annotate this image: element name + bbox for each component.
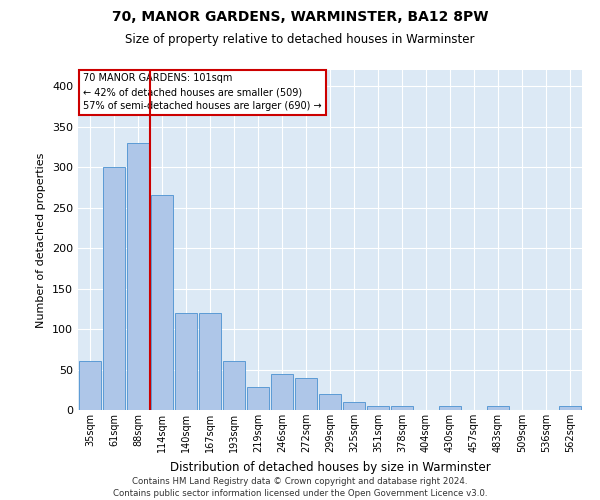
Text: 70, MANOR GARDENS, WARMINSTER, BA12 8PW: 70, MANOR GARDENS, WARMINSTER, BA12 8PW: [112, 10, 488, 24]
Text: Contains HM Land Registry data © Crown copyright and database right 2024.
Contai: Contains HM Land Registry data © Crown c…: [113, 476, 487, 498]
Bar: [79, 362, 101, 410]
Bar: [559, 406, 581, 410]
Text: 70 MANOR GARDENS: 101sqm
← 42% of detached houses are smaller (509)
57% of semi-: 70 MANOR GARDENS: 101sqm ← 42% of detach…: [83, 74, 322, 112]
Y-axis label: Number of detached properties: Number of detached properties: [37, 152, 46, 328]
Bar: [271, 374, 293, 410]
Bar: [367, 406, 389, 410]
Bar: [391, 406, 413, 410]
Bar: [439, 406, 461, 410]
Bar: [247, 388, 269, 410]
Bar: [343, 402, 365, 410]
X-axis label: Distribution of detached houses by size in Warminster: Distribution of detached houses by size …: [170, 460, 490, 473]
Bar: [103, 167, 125, 410]
Bar: [151, 196, 173, 410]
Bar: [175, 313, 197, 410]
Bar: [199, 313, 221, 410]
Bar: [223, 362, 245, 410]
Bar: [127, 143, 149, 410]
Text: Size of property relative to detached houses in Warminster: Size of property relative to detached ho…: [125, 32, 475, 46]
Bar: [319, 394, 341, 410]
Bar: [295, 378, 317, 410]
Bar: [487, 406, 509, 410]
